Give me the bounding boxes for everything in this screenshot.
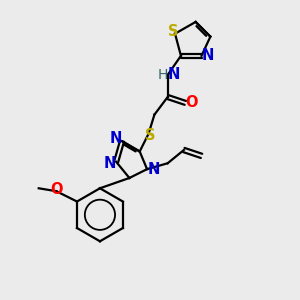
- Text: H: H: [158, 68, 168, 82]
- Text: N: N: [168, 68, 180, 82]
- Text: O: O: [50, 182, 63, 197]
- Text: N: N: [201, 48, 214, 63]
- Text: N: N: [103, 156, 116, 171]
- Text: S: S: [168, 24, 179, 39]
- Text: N: N: [147, 162, 160, 177]
- Text: N: N: [110, 131, 122, 146]
- Text: S: S: [145, 128, 155, 143]
- Text: O: O: [185, 95, 197, 110]
